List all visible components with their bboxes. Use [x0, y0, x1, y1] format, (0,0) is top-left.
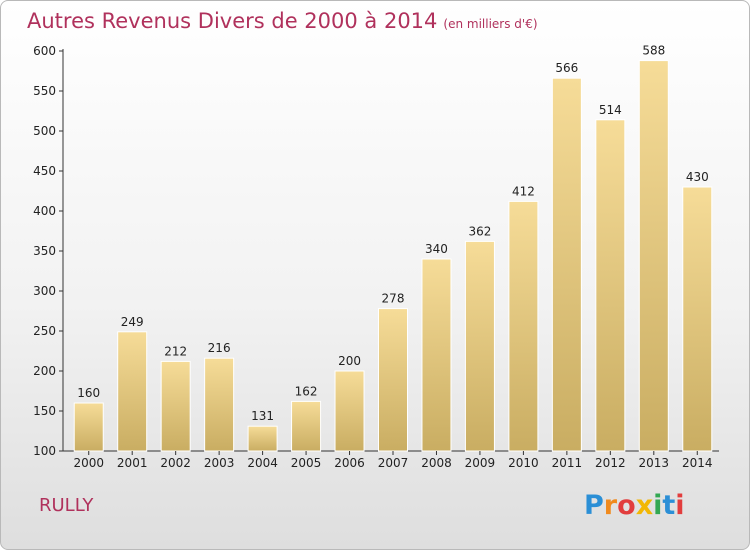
data-label: 588 [642, 44, 665, 58]
x-tick-label: 2011 [552, 456, 583, 470]
bar-2006 [334, 370, 365, 452]
bar-2007 [378, 308, 408, 452]
place-name: RULLY [39, 495, 94, 516]
logo-letter: r [603, 490, 618, 521]
y-tick-label: 400 [33, 204, 56, 218]
x-tick-label: 2009 [465, 456, 496, 470]
logo-letter: i [675, 490, 685, 521]
x-tick-label: 2013 [639, 456, 670, 470]
bar-2005 [291, 400, 322, 452]
x-tick-label: 2014 [682, 456, 713, 470]
x-tick-label: 2010 [508, 456, 539, 470]
y-tick-label: 450 [33, 164, 56, 178]
data-label: 212 [164, 344, 187, 358]
logo-letter: o [617, 490, 636, 521]
logo-letter: i [653, 490, 663, 521]
x-tick-label: 2012 [595, 456, 626, 470]
y-tick-label: 100 [33, 444, 56, 458]
x-tick-label: 2004 [247, 456, 278, 470]
data-label: 566 [555, 61, 578, 75]
chart-subtitle: (en milliers d'€) [443, 17, 538, 31]
data-label: 200 [338, 354, 361, 368]
data-label: 131 [251, 409, 274, 423]
data-label: 278 [382, 292, 405, 306]
bar-2008 [421, 258, 452, 452]
bar-2003 [204, 357, 235, 452]
data-label: 340 [425, 242, 448, 256]
bar-2002 [160, 360, 191, 452]
data-label: 216 [208, 341, 231, 355]
bar-2001 [117, 331, 148, 452]
logo-letter: t [662, 490, 676, 521]
data-label: 430 [686, 170, 709, 184]
y-tick-label: 250 [33, 324, 56, 338]
data-label: 514 [599, 103, 622, 117]
x-tick-label: 2002 [160, 456, 191, 470]
y-tick-label: 350 [33, 244, 56, 258]
x-tick-label: 2005 [291, 456, 322, 470]
y-tick-label: 300 [33, 284, 56, 298]
data-label: 249 [121, 315, 144, 329]
bar-2009 [464, 240, 495, 452]
x-tick-label: 2008 [421, 456, 452, 470]
bar-2010 [508, 200, 539, 452]
x-tick-label: 2001 [117, 456, 148, 470]
bar-2014 [682, 186, 713, 452]
logo-letter: x [635, 490, 654, 521]
bar-2011 [551, 77, 582, 452]
y-tick-label: 150 [33, 404, 56, 418]
y-tick-label: 200 [33, 364, 56, 378]
y-tick-label: 550 [33, 84, 56, 98]
bar-2012 [595, 119, 626, 452]
x-tick-label: 2006 [334, 456, 365, 470]
bar-2000 [73, 402, 104, 452]
chart-title-text: Autres Revenus Divers de 2000 à 2014 [27, 9, 438, 33]
proxiti-logo: Proxiti [584, 490, 685, 521]
logo-letter: P [584, 490, 604, 521]
data-label: 162 [295, 384, 318, 398]
bar-2013 [638, 60, 669, 452]
bar-2004 [247, 425, 278, 452]
data-label: 160 [77, 386, 100, 400]
y-tick-label: 600 [33, 44, 56, 58]
y-tick-label: 500 [33, 124, 56, 138]
x-tick-label: 2007 [378, 456, 409, 470]
x-tick-label: 2003 [204, 456, 235, 470]
data-label: 412 [512, 184, 535, 198]
chart-title: Autres Revenus Divers de 2000 à 2014 (en … [27, 9, 538, 33]
data-label: 362 [468, 224, 491, 238]
x-tick-label: 2000 [73, 456, 104, 470]
